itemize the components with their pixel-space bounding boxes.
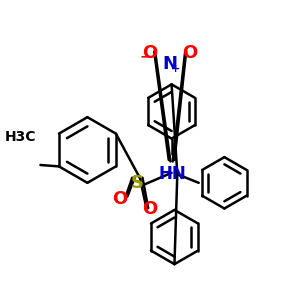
Text: O: O [142,200,157,217]
Text: O: O [182,44,197,62]
Text: +: + [170,64,180,74]
Text: HN: HN [158,165,186,183]
Text: −: − [139,50,151,63]
Text: O: O [112,190,128,208]
Text: N: N [162,56,177,74]
Text: H3C: H3C [5,130,37,144]
Text: O: O [142,44,158,62]
Text: S: S [131,174,144,192]
